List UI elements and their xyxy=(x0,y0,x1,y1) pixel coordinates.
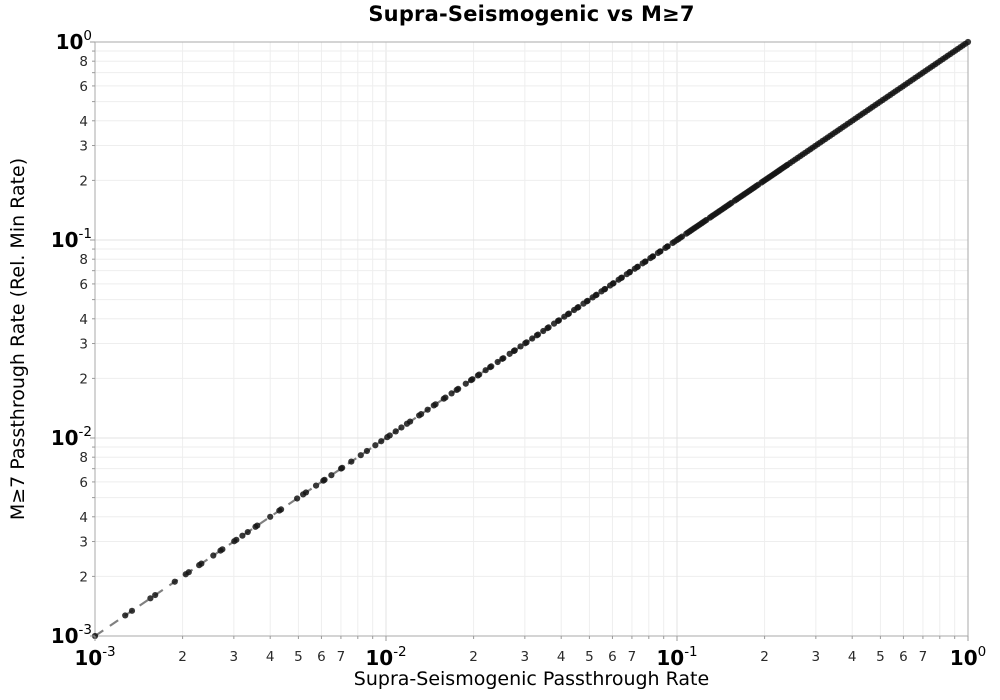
svg-text:3: 3 xyxy=(79,535,88,551)
axis-ticks xyxy=(90,41,969,641)
scatter-points xyxy=(91,38,972,640)
svg-text:3: 3 xyxy=(79,139,88,155)
y-axis-major-tick-labels: 100 10-1 10-2 10-3 xyxy=(51,28,92,648)
svg-text:2: 2 xyxy=(469,649,478,665)
x-axis-major-tick-labels: 10-3 10-2 10-1 100 xyxy=(74,644,986,670)
svg-text:10-3: 10-3 xyxy=(51,622,92,648)
svg-text:6: 6 xyxy=(79,277,88,293)
svg-text:10-1: 10-1 xyxy=(51,226,92,252)
svg-text:4: 4 xyxy=(848,649,857,665)
svg-text:10-2: 10-2 xyxy=(365,644,406,670)
svg-text:3: 3 xyxy=(230,649,239,665)
svg-text:4: 4 xyxy=(266,649,275,665)
svg-text:2: 2 xyxy=(79,371,88,387)
svg-text:7: 7 xyxy=(628,649,637,665)
svg-text:100: 100 xyxy=(56,28,92,54)
svg-text:10-2: 10-2 xyxy=(51,424,92,450)
svg-text:6: 6 xyxy=(899,649,908,665)
y-axis-title: M≥7 Passthrough Rate (Rel. Min Rate) xyxy=(7,157,29,521)
svg-text:8: 8 xyxy=(79,450,88,466)
svg-text:7: 7 xyxy=(919,649,928,665)
plot-frame xyxy=(94,41,969,637)
svg-text:4: 4 xyxy=(79,510,88,526)
svg-text:8: 8 xyxy=(79,54,88,70)
svg-text:6: 6 xyxy=(608,649,617,665)
svg-text:3: 3 xyxy=(812,649,821,665)
svg-text:5: 5 xyxy=(876,649,885,665)
chart-title: Supra-Seismogenic vs M≥7 xyxy=(368,2,695,26)
svg-text:6: 6 xyxy=(79,475,88,491)
svg-text:2: 2 xyxy=(178,649,187,665)
svg-text:2: 2 xyxy=(760,649,769,665)
svg-text:100: 100 xyxy=(950,644,986,670)
svg-text:10-3: 10-3 xyxy=(74,644,115,670)
svg-text:10-1: 10-1 xyxy=(656,644,697,670)
svg-text:3: 3 xyxy=(521,649,530,665)
svg-text:7: 7 xyxy=(337,649,346,665)
x-axis-title: Supra-Seismogenic Passthrough Rate xyxy=(353,668,710,690)
svg-text:6: 6 xyxy=(79,79,88,95)
svg-text:5: 5 xyxy=(294,649,303,665)
svg-text:3: 3 xyxy=(79,337,88,353)
svg-text:5: 5 xyxy=(585,649,594,665)
svg-text:4: 4 xyxy=(79,114,88,130)
svg-text:8: 8 xyxy=(79,252,88,268)
svg-text:4: 4 xyxy=(557,649,566,665)
svg-text:2: 2 xyxy=(79,569,88,585)
svg-text:6: 6 xyxy=(317,649,326,665)
svg-text:2: 2 xyxy=(79,173,88,189)
grid-lines xyxy=(94,41,969,637)
y-axis-minor-tick-labels: 8 6 4 3 2 8 6 4 3 2 8 6 4 3 2 xyxy=(79,54,88,585)
svg-text:4: 4 xyxy=(79,312,88,328)
